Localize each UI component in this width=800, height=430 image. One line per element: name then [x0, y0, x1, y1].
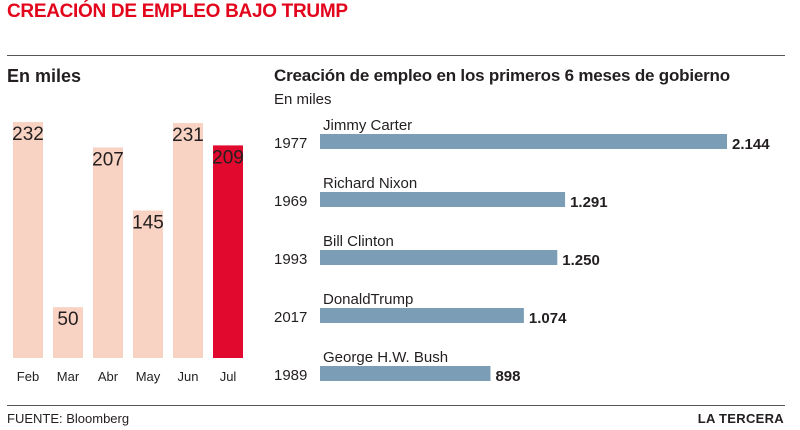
year-label: 1989 — [274, 367, 307, 384]
year-label: 1969 — [274, 193, 307, 210]
right-chart-title: Creación de empleo en los primeros 6 mes… — [274, 66, 730, 85]
month-tick-label: Abr — [98, 369, 119, 384]
month-tick-label: Feb — [17, 369, 39, 384]
bottom-rule — [7, 405, 785, 406]
hbar-value-label: 2.144 — [732, 136, 770, 153]
hbar-donaldtrump — [320, 308, 524, 323]
hbar-george-h-w-bush — [320, 366, 491, 381]
left-chart-title: En miles — [7, 66, 82, 86]
bar-jul — [213, 145, 243, 358]
bar-value-label: 145 — [132, 213, 164, 234]
bar-feb — [13, 122, 43, 358]
bar-value-label: 209 — [212, 147, 244, 168]
headline: CREACIÓN DE EMPLEO BAJO TRUMP — [7, 1, 348, 22]
bar-value-label: 231 — [172, 125, 204, 146]
president-name-label: George H.W. Bush — [323, 349, 448, 366]
source-note: FUENTE: Bloomberg — [7, 411, 130, 426]
hbar-value-label: 1.250 — [562, 252, 600, 269]
right-chart-subtitle: En miles — [274, 91, 332, 108]
hbar-value-label: 1.291 — [570, 194, 608, 211]
year-label: 1977 — [274, 135, 307, 152]
bar-mar — [53, 307, 83, 358]
hbar-richard-nixon — [320, 192, 566, 207]
president-name-label: DonaldTrump — [323, 291, 413, 308]
president-name-label: Bill Clinton — [323, 233, 394, 250]
president-name-label: Richard Nixon — [323, 175, 417, 192]
hbar-jimmy-carter — [320, 134, 727, 149]
publisher-brand: LA TERCERA — [697, 411, 784, 426]
bar-may — [133, 210, 163, 358]
hbar-value-label: 898 — [495, 368, 520, 385]
month-tick-label: Jul — [220, 369, 237, 384]
bar-jun — [173, 123, 203, 358]
bar-value-label: 207 — [92, 149, 124, 170]
president-name-label: Jimmy Carter — [323, 117, 412, 134]
bar-abr — [93, 147, 123, 358]
year-label: 2017 — [274, 309, 307, 326]
bar-value-label: 232 — [12, 124, 44, 145]
hbar-bill-clinton — [320, 250, 558, 265]
month-tick-label: Jun — [178, 369, 199, 384]
top-rule — [7, 55, 785, 56]
hbar-value-label: 1.074 — [529, 310, 567, 327]
month-tick-label: May — [136, 369, 161, 384]
bar-value-label: 50 — [57, 309, 78, 330]
year-label: 1993 — [274, 251, 307, 268]
month-tick-label: Mar — [57, 369, 80, 384]
